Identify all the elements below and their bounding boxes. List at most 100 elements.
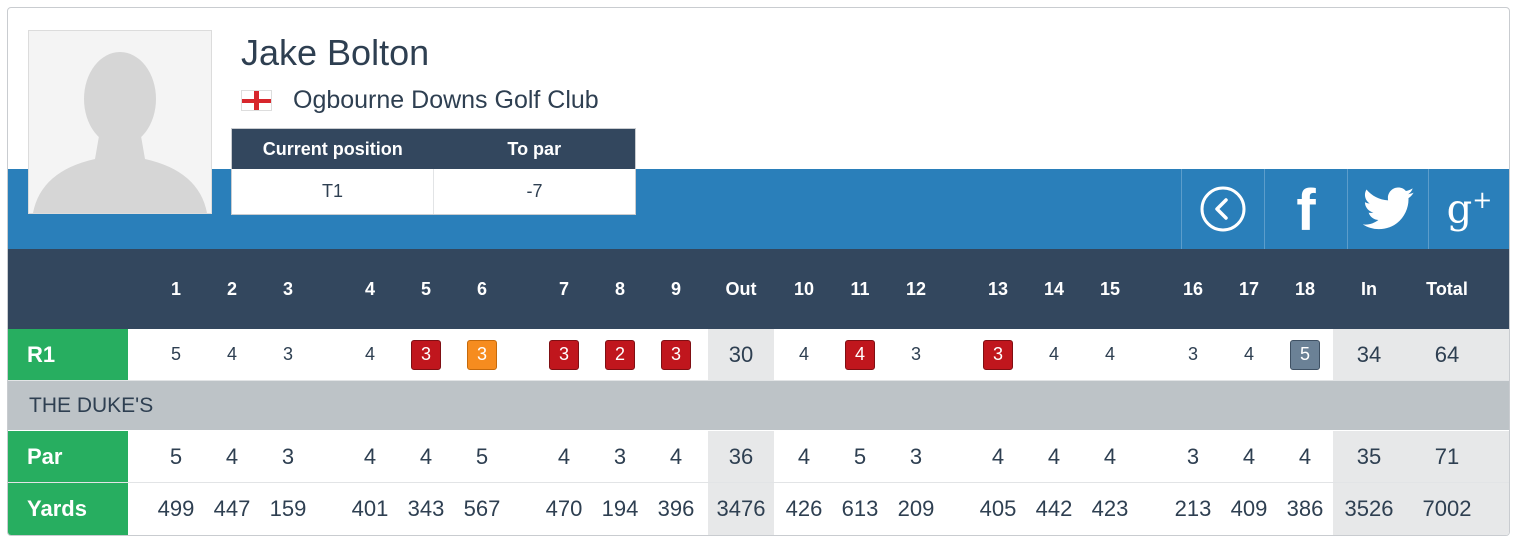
twitter-share-button[interactable] xyxy=(1347,169,1430,249)
yards-9: 396 xyxy=(657,496,695,521)
hole-header-2: 2 xyxy=(226,278,237,299)
player-scorecard: Jake Bolton Ogbourne Downs Golf Club Cur… xyxy=(7,7,1510,536)
summary-cell-bg xyxy=(1405,329,1509,380)
par-5: 4 xyxy=(419,443,433,469)
par-18: 4 xyxy=(1298,443,1312,469)
par-total: 71 xyxy=(1434,443,1460,469)
par-4: 4 xyxy=(363,443,377,469)
yards-7: 470 xyxy=(545,496,583,521)
summary-cell-bg xyxy=(708,431,774,482)
par-16: 3 xyxy=(1186,443,1200,469)
summary-cell-bg xyxy=(708,483,774,535)
hole-header-6: 6 xyxy=(476,278,487,299)
round-score-18: 5 xyxy=(1285,329,1325,380)
round-label: R1 xyxy=(8,329,128,380)
birdie-badge: 3 xyxy=(983,339,1013,370)
player-avatar xyxy=(28,30,212,214)
round-score-1: 5 xyxy=(170,344,181,364)
par-15: 4 xyxy=(1103,443,1117,469)
hole-header-7: 7 xyxy=(558,278,569,299)
par-3: 3 xyxy=(281,443,295,469)
avatar-silhouette-icon xyxy=(29,31,211,213)
summary-cell-bg xyxy=(1333,483,1405,535)
round-score-in: 34 xyxy=(1356,341,1382,367)
round-score-2: 4 xyxy=(226,344,237,364)
round-score-5: 3 xyxy=(406,329,446,380)
hole-header-8: 8 xyxy=(614,278,625,299)
summary-cell-bg xyxy=(1333,431,1405,482)
par-row: Par 5 4 3 4 4 5 4 3 4 36 4 5 3 4 4 4 3 4 4 35 71 xyxy=(8,431,1509,483)
back-button[interactable] xyxy=(1181,169,1264,249)
round-score-8: 2 xyxy=(600,329,640,380)
yards-17: 409 xyxy=(1230,496,1268,521)
yards-18: 386 xyxy=(1286,496,1324,521)
hole-header-13: 13 xyxy=(987,278,1009,299)
yards-10: 426 xyxy=(785,496,823,521)
hole-header-18: 18 xyxy=(1294,278,1316,299)
twitter-icon xyxy=(1363,187,1415,230)
yards-3: 159 xyxy=(269,496,307,521)
hole-header-in: In xyxy=(1361,278,1377,299)
birdie-badge: 2 xyxy=(605,339,635,370)
round-score-7: 3 xyxy=(544,329,584,380)
current-position-value: T1 xyxy=(232,169,434,214)
round-score-3: 3 xyxy=(282,344,293,364)
yards-5: 343 xyxy=(407,496,445,521)
hole-header-5: 5 xyxy=(420,278,431,299)
yards-out: 3476 xyxy=(716,496,766,521)
facebook-share-button[interactable]: f xyxy=(1264,169,1347,249)
par-13: 4 xyxy=(991,443,1005,469)
hole-header-3: 3 xyxy=(282,278,293,299)
round-score-4: 4 xyxy=(364,344,375,364)
hole-header-12: 12 xyxy=(905,278,927,299)
par-out: 36 xyxy=(728,443,754,469)
yards-label: Yards xyxy=(8,483,128,535)
round-score-15: 4 xyxy=(1104,344,1115,364)
par-10: 4 xyxy=(797,443,811,469)
par-1: 5 xyxy=(169,443,183,469)
par-12: 3 xyxy=(909,443,923,469)
eagle-badge: 3 xyxy=(467,339,497,370)
yards-12: 209 xyxy=(897,496,935,521)
round-score-16: 3 xyxy=(1187,344,1198,364)
par-9: 4 xyxy=(669,443,683,469)
yards-8: 194 xyxy=(601,496,639,521)
hole-header-out: Out xyxy=(725,278,757,299)
round-score-total: 64 xyxy=(1434,341,1460,367)
par-8: 3 xyxy=(613,443,627,469)
yards-14: 442 xyxy=(1035,496,1073,521)
summary-cell-bg xyxy=(1405,483,1509,535)
to-par-label: To par xyxy=(507,138,562,159)
hole-header-9: 9 xyxy=(670,278,681,299)
par-7: 4 xyxy=(557,443,571,469)
summary-cell-bg xyxy=(1333,329,1405,380)
birdie-badge: 3 xyxy=(549,339,579,370)
birdie-badge: 3 xyxy=(661,339,691,370)
hole-header-total: Total xyxy=(1426,278,1468,299)
round-score-14: 4 xyxy=(1048,344,1059,364)
round-score-out: 30 xyxy=(728,341,754,367)
googleplus-share-button[interactable]: g+ xyxy=(1428,169,1509,249)
par-label: Par xyxy=(8,431,128,482)
birdie-badge: 3 xyxy=(411,339,441,370)
hole-header-11: 11 xyxy=(850,278,870,299)
yards-in: 3526 xyxy=(1344,496,1394,521)
round-score-17: 4 xyxy=(1243,344,1254,364)
current-position-label: Current position xyxy=(262,138,403,159)
yards-total: 7002 xyxy=(1422,496,1472,521)
hole-header-1: 1 xyxy=(170,278,181,299)
par-in: 35 xyxy=(1356,443,1382,469)
round-1-row: R1 5 4 3 4 3 3 3 2 3 30 4 4 3 3 4 4 3 4 5 34 64 xyxy=(8,329,1509,381)
round-score-13: 3 xyxy=(978,329,1018,380)
yards-row: Yards 499 447 159 401 343 567 470 194 396 3476 426… xyxy=(8,483,1509,535)
par-6: 5 xyxy=(475,443,489,469)
summary-cell-bg xyxy=(708,329,774,380)
hole-header-10: 10 xyxy=(793,278,815,299)
bogey-badge: 5 xyxy=(1290,339,1320,370)
summary-cell-bg xyxy=(1405,431,1509,482)
yards-13: 405 xyxy=(979,496,1017,521)
back-circle-icon xyxy=(1200,186,1246,232)
hole-header-4: 4 xyxy=(364,278,375,299)
yards-4: 401 xyxy=(351,496,389,521)
facebook-icon: f xyxy=(1296,178,1316,243)
